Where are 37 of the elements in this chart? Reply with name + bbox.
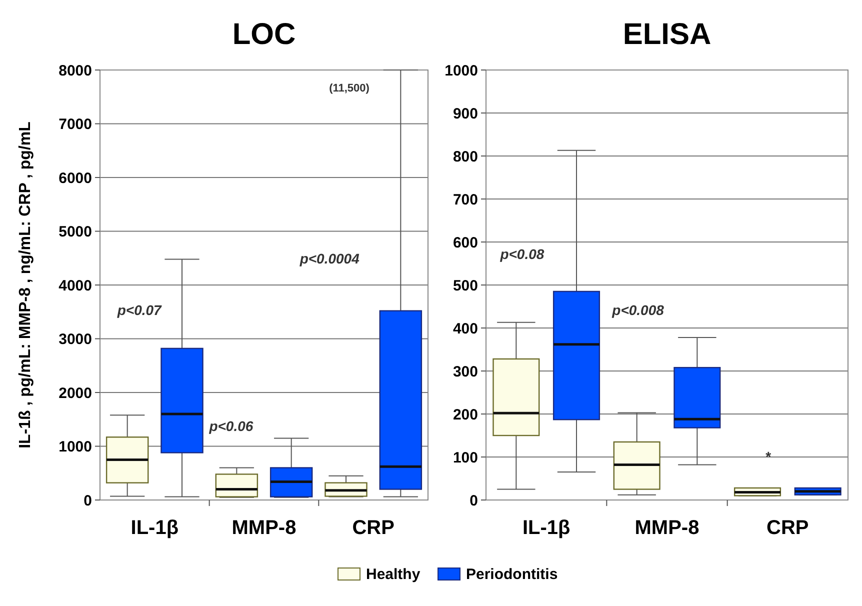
y-tick-label: 5000 xyxy=(58,224,92,240)
y-tick-label: 700 xyxy=(452,191,478,208)
y-tick-label: 3000 xyxy=(58,331,92,348)
x-tick-label: CRP xyxy=(352,517,394,539)
y-tick-label: 1000 xyxy=(58,438,92,456)
x-tick-label: CRP xyxy=(766,517,809,539)
legend-label: Healthy xyxy=(366,566,421,583)
y-tick-label: 500 xyxy=(452,277,478,294)
y-tick-label: 300 xyxy=(452,363,478,380)
annotation: p<0.07 xyxy=(116,302,163,318)
annotation: p<0.008 xyxy=(611,302,664,318)
y-tick-label: 900 xyxy=(452,105,478,122)
y-tick-label: 0 xyxy=(84,492,92,510)
y-tick-label: 400 xyxy=(452,320,478,338)
x-tick-label: IL-1β xyxy=(130,517,179,539)
x-tick-label: MMP-8 xyxy=(232,517,296,539)
y-tick-label: 200 xyxy=(452,406,478,424)
y-tick-label: 7000 xyxy=(58,116,92,133)
y-tick-label: 2000 xyxy=(58,384,92,402)
y-axis-title: IL-1ß , pg/mL: MMP-8 , ng/mL: CRP , pg/mL xyxy=(17,121,34,448)
y-tick-label: 100 xyxy=(452,449,478,466)
annotation: p<0.06 xyxy=(208,418,254,434)
chart-title: ELISA xyxy=(622,18,712,51)
x-tick-label: MMP-8 xyxy=(634,517,700,539)
y-tick-label: 0 xyxy=(470,492,478,510)
legend-label: Periodontitis xyxy=(466,566,558,583)
y-tick-label: 8000 xyxy=(58,62,92,80)
x-tick-label: IL-1β xyxy=(522,517,570,539)
chart-title: LOC xyxy=(232,18,296,51)
annotation: (11,500) xyxy=(329,82,370,94)
annotation: p<0.08 xyxy=(499,246,544,262)
annotation: p<0.0004 xyxy=(298,250,360,266)
y-tick-label: 600 xyxy=(452,234,478,252)
y-tick-label: 6000 xyxy=(58,170,92,187)
y-tick-label: 800 xyxy=(452,148,478,166)
y-tick-label: 4000 xyxy=(58,277,92,294)
y-tick-label: 1000 xyxy=(444,62,478,80)
